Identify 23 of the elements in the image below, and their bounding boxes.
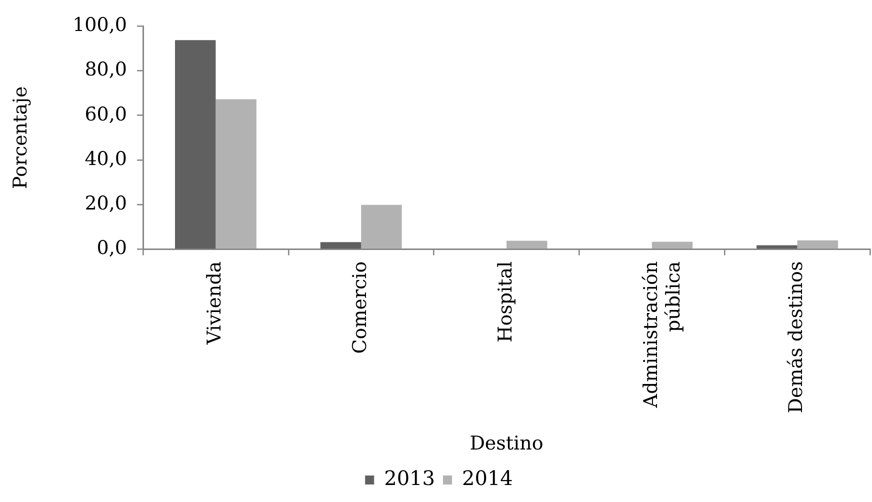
y-tick-label: 60,0	[84, 103, 127, 126]
x-tick-label: Comercio	[349, 261, 372, 354]
y-tick-label: 40,0	[84, 148, 127, 170]
bar	[361, 204, 402, 249]
legend-label: 2013	[384, 466, 436, 490]
bar	[756, 245, 798, 249]
x-tick-label: Vivienda	[204, 261, 226, 346]
y-tick-label: 100,0	[72, 14, 127, 36]
y-tick-label: 20,0	[84, 192, 127, 215]
bar	[797, 240, 838, 249]
bar	[174, 40, 216, 249]
x-tick-label: Hospital	[494, 261, 516, 342]
bar	[216, 99, 256, 249]
bar	[652, 242, 693, 249]
legend-label: 2014	[462, 466, 513, 490]
y-tick-label: 0,0	[96, 237, 127, 260]
x-tick-label: Administración pública	[640, 261, 685, 409]
x-tick-label: Demás destinos	[785, 261, 808, 414]
y-axis-title: Porcentaje	[9, 86, 32, 190]
bar	[320, 242, 362, 249]
x-axis-title: Destino	[470, 432, 544, 455]
bar	[506, 240, 548, 249]
y-tick-label: 80,0	[84, 58, 127, 81]
